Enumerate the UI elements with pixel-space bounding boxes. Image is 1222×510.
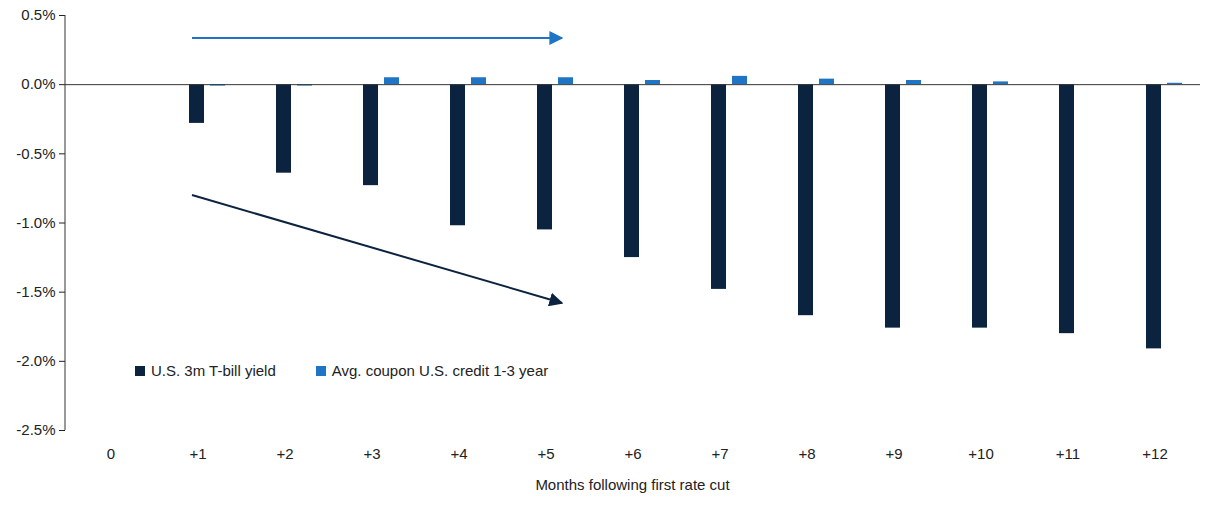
svg-text:+7: +7 — [711, 445, 728, 462]
svg-text:+10: +10 — [968, 445, 993, 462]
svg-text:+11: +11 — [1056, 445, 1080, 462]
html-text:U.S. 3m T-bill yield: U.S. 3m T-bill yield — [151, 362, 276, 379]
svg-text:+5: +5 — [537, 445, 554, 462]
svg-text:-1.5%: -1.5% — [16, 283, 55, 300]
html-text:Avg. coupon U.S. credit 1-3 ye: Avg. coupon U.S. credit 1-3 year — [331, 362, 549, 379]
svg-text:+1: +1 — [189, 445, 206, 462]
svg-text:+3: +3 — [363, 445, 380, 462]
svg-text:-0.5%: -0.5% — [16, 145, 55, 162]
html-text:Months following first rate cu: Months following first rate cut — [535, 476, 730, 493]
svg-text:+4: +4 — [450, 445, 467, 462]
svg-text:0.0%: 0.0% — [21, 75, 55, 92]
svg-text:+8: +8 — [798, 445, 815, 462]
svg-text:-2.0%: -2.0% — [16, 352, 55, 369]
svg-text:+12: +12 — [1142, 445, 1167, 462]
svg-text:+6: +6 — [624, 445, 641, 462]
svg-text:-2.5%: -2.5% — [16, 421, 55, 438]
svg-text:+2: +2 — [276, 445, 293, 462]
svg-text:-1.0%: -1.0% — [16, 214, 55, 231]
svg-text:0.5%: 0.5% — [21, 6, 55, 23]
svg-text:0: 0 — [107, 445, 115, 462]
svg-text:+9: +9 — [885, 445, 902, 462]
